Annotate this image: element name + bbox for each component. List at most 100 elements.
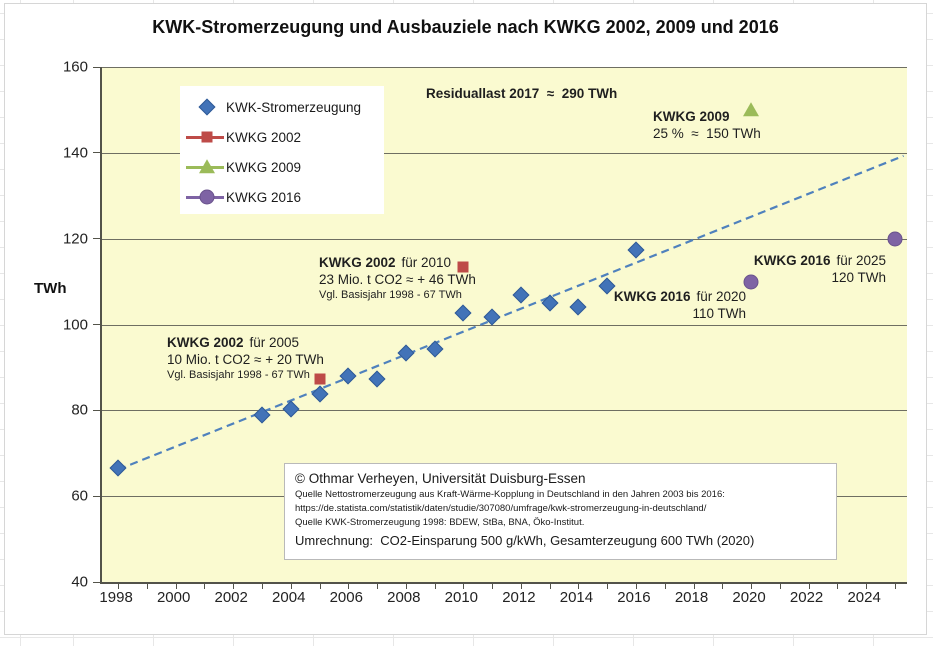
x-tick-label: 2006 xyxy=(329,589,363,606)
annotation-kwkg2002-2005-line3: Vgl. Basisjahr 1998 - 67 TWh xyxy=(167,369,310,381)
x-tickmark xyxy=(405,584,407,589)
legend-label: KWKG 2009 xyxy=(226,159,302,175)
y-tick-label: 160 xyxy=(62,58,88,76)
annotation-kwkg2002-2010-line1: KWKG 2002 für 2010 xyxy=(319,254,476,271)
y-tickmark xyxy=(93,324,100,325)
x-tickmark xyxy=(146,584,148,589)
y-tickmark xyxy=(93,495,100,497)
annotation-kwkg2002-2010-line3: Vgl. Basisjahr 1998 - 67 TWh xyxy=(319,289,462,301)
y-axis-labels: 40 60 80 100 120 140 160 xyxy=(5,59,91,591)
x-tickmark xyxy=(204,584,206,589)
x-tickmark xyxy=(348,584,350,589)
y-tickmark xyxy=(93,238,100,240)
data-point-square xyxy=(314,373,325,385)
annotation-kwkg2002-2005-line2: 10 Mio. t CO2 ≈ + 20 TWh xyxy=(167,352,324,367)
x-tick-label: 2000 xyxy=(156,589,191,606)
legend-label: KWK-Stromerzeugung xyxy=(226,99,362,115)
y-tick-label: 140 xyxy=(62,144,88,162)
annotation-kwkg2016-2025-law: KWKG 2016 xyxy=(753,253,831,268)
x-tick-label: 2024 xyxy=(847,589,881,606)
legend-item: KWKG 2002 xyxy=(180,122,384,152)
annotation-kwkg2002-2005: KWKG 2002 für 2005 10 Mio. t CO2 ≈ + 20 T… xyxy=(167,334,324,382)
x-tickmark xyxy=(635,584,637,589)
data-point-circle xyxy=(743,274,759,290)
annotation-kwkg2002-2005-law: KWKG 2002 xyxy=(167,335,244,350)
x-tickmark xyxy=(779,584,781,589)
x-tick-label: 2012 xyxy=(502,589,536,606)
y-tickmark xyxy=(93,581,100,583)
x-tickmark xyxy=(434,584,436,589)
source-line-3: https://de.statista.com/statistik/daten/… xyxy=(295,503,707,514)
x-tickmark xyxy=(175,584,177,589)
legend-label: KWKG 2016 xyxy=(226,189,302,205)
annotation-kwkg2002-2010-target: für 2010 xyxy=(401,255,452,270)
x-tickmark xyxy=(290,584,292,589)
x-tick-label: 2014 xyxy=(559,589,594,606)
x-tickmark xyxy=(578,584,580,589)
legend-marker-diamond-icon xyxy=(180,92,226,122)
annotation-kwkg2009-title: KWKG 2009 xyxy=(653,109,730,124)
x-tick-label: 2010 xyxy=(444,589,479,606)
x-tickmark xyxy=(492,584,494,589)
x-tick-label: 1998 xyxy=(99,589,133,606)
x-tickmark xyxy=(808,584,810,589)
y-tick-label: 40 xyxy=(71,573,88,591)
annotation-kwkg2002-2010-line2: 23 Mio. t CO2 ≈ + 46 TWh xyxy=(319,272,476,287)
x-tick-label: 2002 xyxy=(214,589,248,606)
x-tickmark xyxy=(463,584,465,589)
data-point-triangle xyxy=(743,102,760,117)
source-copyright: © Othmar Verheyen, Universität Duisburg-… xyxy=(295,471,586,486)
source-box: © Othmar Verheyen, Universität Duisburg-… xyxy=(284,463,837,560)
annotation-kwkg2002-2010-law: KWKG 2002 xyxy=(319,255,396,270)
trendline xyxy=(117,154,904,471)
annotation-kwkg2016-2025-line1: KWKG 2016 für 2025 xyxy=(754,252,886,269)
x-tickmark xyxy=(866,584,868,589)
gridline-y-120 xyxy=(102,238,907,240)
x-tickmark xyxy=(233,584,235,589)
legend-marker xyxy=(199,159,215,174)
legend-label: KWKG 2002 xyxy=(226,129,302,145)
source-line-2: Quelle Nettostromerzeugung aus Kraft-Wär… xyxy=(295,489,725,500)
y-tickmark xyxy=(93,152,100,154)
annotation-kwkg2016-2020-target: für 2020 xyxy=(696,289,746,304)
x-tickmark xyxy=(118,584,120,589)
y-tick-label: 120 xyxy=(62,230,88,248)
x-tickmark xyxy=(549,584,551,589)
x-tickmark xyxy=(664,584,666,589)
annotation-kwkg2009: KWKG 2009 25 % ≈ 150 TWh xyxy=(653,108,761,142)
legend-marker xyxy=(198,98,216,116)
x-tickmark xyxy=(520,584,522,589)
chart-title: KWK-Stromerzeugung und Ausbauziele nach … xyxy=(152,17,779,37)
source-line-4: Quelle KWK-Stromerzeugung 1998: BDEW, St… xyxy=(295,517,585,528)
gridline-y-80 xyxy=(102,410,907,412)
annotation-kwkg2002-2005-line1: KWKG 2002 für 2005 xyxy=(167,334,324,351)
annotation-kwkg2002-2005-target: für 2005 xyxy=(249,335,300,350)
annotation-residuallast-text: Residuallast 2017 ≈ 290 TWh xyxy=(426,86,618,101)
y-tickmark xyxy=(93,66,100,68)
x-tickmark xyxy=(722,584,724,589)
x-tickmark xyxy=(751,584,753,589)
annotation-kwkg2002-2010: KWKG 2002 für 2010 23 Mio. t CO2 ≈ + 46 T… xyxy=(319,254,476,302)
legend-marker xyxy=(201,131,213,143)
y-tickmark xyxy=(93,409,100,411)
x-tickmark xyxy=(837,584,839,589)
annotation-kwkg2016-2020: KWKG 2016 für 2020 110 TWh xyxy=(614,288,746,322)
data-point-square xyxy=(457,261,469,273)
annotation-kwkg2016-2025-target: für 2025 xyxy=(836,253,886,268)
gridline-y-160 xyxy=(102,67,907,68)
x-tickmark xyxy=(319,584,321,589)
chart-container: KWK-Stromerzeugung und Ausbauziele nach … xyxy=(4,3,927,635)
legend-marker-square-icon xyxy=(180,122,226,152)
x-tickmark xyxy=(261,584,263,589)
y-tick-label: 60 xyxy=(71,487,88,505)
legend-item: KWK-Stromerzeugung xyxy=(180,92,384,122)
gridline-y-140 xyxy=(102,152,907,154)
annotation-kwkg2016-2025-value: 120 TWh xyxy=(831,270,886,285)
data-point-circle xyxy=(887,231,903,247)
annotation-kwkg2016-2025: KWKG 2016 für 2025 120 TWh xyxy=(754,252,886,286)
x-tickmark xyxy=(607,584,609,589)
x-tick-label: 2020 xyxy=(732,589,766,606)
annotation-kwkg2016-2020-line1: KWKG 2016 für 2020 xyxy=(614,288,746,305)
legend-item: KWKG 2009 xyxy=(180,152,384,182)
